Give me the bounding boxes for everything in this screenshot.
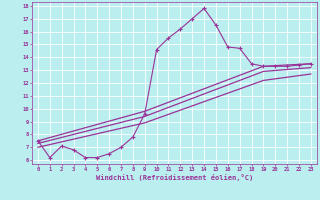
X-axis label: Windchill (Refroidissement éolien,°C): Windchill (Refroidissement éolien,°C) — [96, 174, 253, 181]
